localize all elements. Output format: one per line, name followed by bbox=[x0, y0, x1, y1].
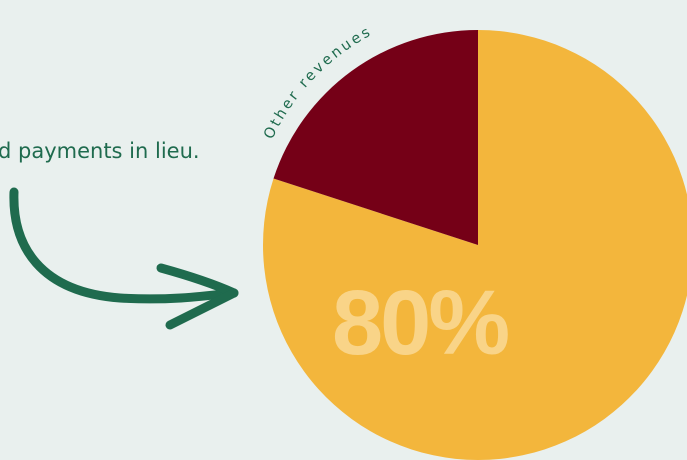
arrow-head-lower bbox=[165, 288, 239, 330]
arrow-shaft bbox=[9, 187, 237, 304]
pie-slice-main bbox=[263, 30, 687, 460]
data-label-main-percent: 80% bbox=[332, 272, 508, 374]
curved-arrow-icon bbox=[9, 187, 239, 330]
caption-text: d payments in lieu. bbox=[0, 139, 200, 163]
arrow-head-upper bbox=[156, 263, 239, 298]
pie-chart bbox=[263, 30, 687, 460]
pie-slice-other-revenues bbox=[273, 30, 478, 245]
